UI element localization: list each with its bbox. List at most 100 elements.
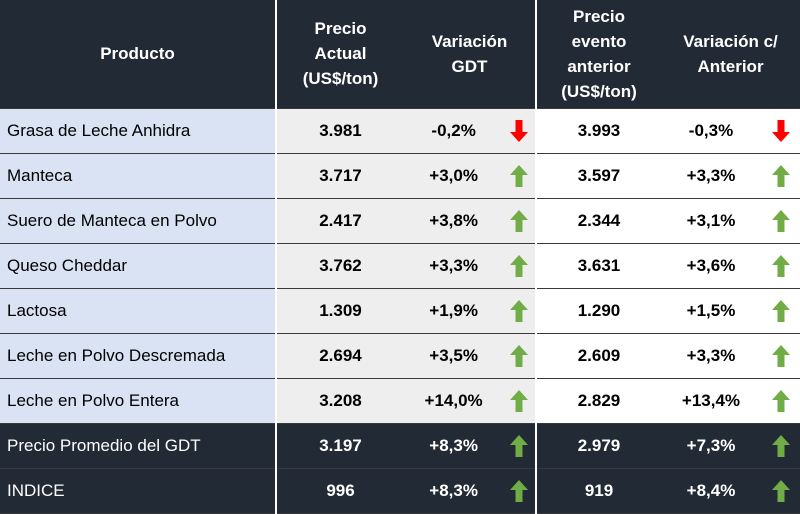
variacion-gdt-value: +14,0% [424,390,483,410]
header-variacion-gdt: Variación GDT [404,0,536,108]
variacion-gdt-value: +3,5% [429,345,478,365]
variacion-gdt-content: +8,3% [404,424,535,468]
variacion-anterior-value: +3,3% [686,345,736,365]
variacion-gdt-value: +8,3% [429,480,478,500]
header-precio-anterior-line-4: (US$/ton) [561,81,637,101]
variacion-anterior-content: -0,3% [661,109,800,152]
variacion-gdt-cell: +3,3% [404,243,536,289]
arrow-up-icon [771,434,790,457]
precio-actual-cell: 1.309 [275,288,404,334]
arrow-up-icon [510,299,529,322]
header-precio-actual-line-2: Actual [314,44,367,64]
header-variacion-anterior-line-2: Anterior [697,56,764,76]
product-name-cell: Lactosa [0,288,276,334]
precio-anterior-cell: 919 [535,468,661,514]
table-row: Grasa de Leche Anhidra 3.981 -0,2% 3.993 -0,… [0,107,800,154]
arrow-up-icon [510,434,529,457]
variacion-gdt-arrow-wrap [503,344,535,367]
variacion-gdt-content: +1,9% [404,289,535,333]
variacion-anterior-content: +13,4% [661,379,800,423]
arrow-up-icon [771,299,790,322]
variacion-anterior-content: +3,1% [661,199,800,243]
variacion-gdt-content: -0,2% [404,109,535,152]
variacion-gdt-cell: +14,0% [404,378,536,424]
precio-anterior-cell: 2.609 [535,333,661,379]
header-precio-actual: Precio Actual (US$/ton) [275,0,404,108]
variacion-anterior-arrow-wrap [761,164,800,187]
arrow-up-icon [510,254,529,277]
header-variacion-gdt-line-2: GDT [451,56,488,76]
arrow-up-icon [771,479,790,502]
variacion-gdt-cell: +1,9% [404,288,536,334]
variacion-anterior-content: +7,3% [661,424,800,468]
variacion-gdt-value: +8,3% [429,435,478,455]
precio-anterior-cell: 3.993 [535,107,661,154]
variacion-anterior-value: +8,4% [686,480,736,500]
summary-row: Precio Promedio del GDT 3.197 +8,3% 2.979 +7… [0,423,800,469]
variacion-anterior-arrow-wrap [761,254,800,277]
variacion-anterior-content: +8,4% [661,469,800,513]
variacion-anterior-cell: +13,4% [661,378,800,424]
variacion-anterior-arrow-wrap [761,209,800,232]
precio-anterior-cell: 3.631 [535,243,661,289]
variacion-anterior-arrow-wrap [761,479,800,502]
table-row: Manteca 3.717 +3,0% 3.597 +3,3% [0,153,800,199]
arrow-up-icon [510,389,529,412]
variacion-gdt-arrow-wrap [503,479,535,502]
table-row: Suero de Manteca en Polvo 2.417 +3,8% 2.344… [0,198,800,244]
table-row: Leche en Polvo Descremada 2.694 +3,5% 2.609… [0,333,800,379]
variacion-gdt-content: +14,0% [404,379,535,423]
variacion-anterior-arrow-wrap [761,344,800,367]
table-row: Leche en Polvo Entera 3.208 +14,0% 2.829 +13… [0,378,800,424]
variacion-anterior-cell: +1,5% [661,288,800,334]
variacion-gdt-cell: +3,8% [404,198,536,244]
product-name-cell: Precio Promedio del GDT [0,423,276,469]
variacion-gdt-arrow-wrap [503,389,535,412]
variacion-anterior-cell: +3,6% [661,243,800,289]
header-precio-anterior: Precio evento anterior (US$/ton) [535,0,661,108]
variacion-gdt-value: -0,2% [431,120,476,140]
variacion-anterior-content: +3,6% [661,244,800,288]
arrow-up-icon [510,344,529,367]
table-row: Lactosa 1.309 +1,9% 1.290 +1,5% [0,288,800,334]
product-name-cell: INDICE [0,468,276,514]
precio-actual-cell: 3.208 [275,378,404,424]
variacion-anterior-cell: +3,1% [661,198,800,244]
variacion-anterior-value: +3,6% [686,255,736,275]
product-name-cell: Suero de Manteca en Polvo [0,198,276,244]
product-name-cell: Manteca [0,153,276,199]
variacion-gdt-arrow-wrap [503,434,535,457]
variacion-anterior-arrow-wrap [761,119,800,142]
header-precio-anterior-line-2: evento [571,31,627,51]
variacion-anterior-value: +13,4% [681,390,741,410]
variacion-anterior-content: +3,3% [661,334,800,378]
variacion-anterior-cell: +8,4% [661,468,800,514]
arrow-up-icon [510,209,529,232]
header-variacion-anterior: Variación c/ Anterior [661,0,800,108]
precio-anterior-cell: 1.290 [535,288,661,334]
precio-actual-cell: 2.417 [275,198,404,244]
arrow-up-icon [771,254,790,277]
variacion-gdt-value: +3,3% [429,255,478,275]
variacion-gdt-arrow-wrap [503,119,535,142]
variacion-anterior-arrow-wrap [761,389,800,412]
precio-anterior-cell: 3.597 [535,153,661,199]
product-name-cell: Grasa de Leche Anhidra [0,107,276,154]
product-name-cell: Queso Cheddar [0,243,276,289]
header-precio-actual-line-3: (US$/ton) [302,69,379,89]
precio-actual-cell: 3.981 [275,107,404,154]
variacion-gdt-content: +3,5% [404,334,535,378]
variacion-gdt-arrow-wrap [503,209,535,232]
variacion-gdt-arrow-wrap [503,254,535,277]
variacion-gdt-cell: -0,2% [404,107,536,154]
variacion-gdt-cell: +3,0% [404,153,536,199]
variacion-anterior-content: +3,3% [661,154,800,198]
arrow-up-icon [510,479,529,502]
arrow-down-icon [510,119,529,142]
variacion-gdt-value: +3,8% [429,210,478,230]
variacion-gdt-content: +8,3% [404,469,535,513]
variacion-anterior-value: +1,5% [686,300,736,320]
header-producto: Producto [0,0,276,108]
arrow-up-icon [771,389,790,412]
variacion-gdt-value: +1,9% [429,300,478,320]
